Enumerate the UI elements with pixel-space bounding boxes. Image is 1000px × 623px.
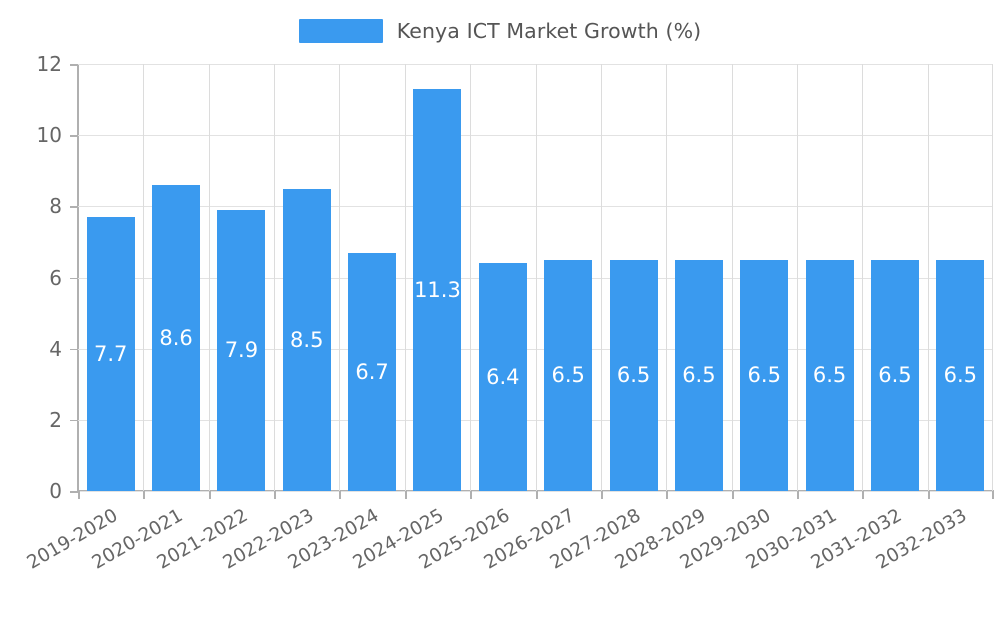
y-gridline: [78, 348, 993, 350]
legend-label: Kenya ICT Market Growth (%): [396, 19, 702, 43]
bar-value-label: 6.5: [943, 363, 978, 388]
bar[interactable]: 6.5: [609, 259, 658, 491]
y-axis-tick-label: 10: [36, 123, 62, 148]
bar-value-label: 6.5: [878, 363, 912, 388]
bar-value-label: 7.9: [224, 338, 259, 363]
bar[interactable]: 7.9: [217, 209, 266, 491]
y-axis-tick-mark: [70, 491, 78, 493]
x-axis-tick-mark: [601, 491, 603, 499]
x-axis-tick-mark: [143, 491, 145, 499]
bar[interactable]: 7.7: [86, 217, 135, 491]
x-gridline: [601, 64, 602, 491]
x-gridline: [928, 64, 929, 491]
bar-value-label: 11.3: [414, 277, 461, 302]
bar-value-label: 6.5: [682, 363, 716, 388]
bar[interactable]: 11.3: [413, 88, 462, 491]
x-gridline: [405, 64, 406, 491]
bar-value-label: 8.5: [290, 327, 324, 352]
y-axis-tick-labels: 0 2 4 6 8 10 12: [0, 0, 70, 600]
y-axis-tick-label: 4: [49, 336, 62, 361]
x-axis-tick-mark: [797, 491, 799, 499]
bar[interactable]: 6.4: [478, 263, 527, 491]
x-axis-tick-mark: [666, 491, 668, 499]
y-gridline: [78, 491, 993, 492]
x-gridline: [797, 64, 798, 491]
x-axis-tick-mark: [732, 491, 734, 499]
x-gridline: [339, 64, 340, 491]
x-axis-tick-mark: [536, 491, 538, 499]
x-gridline: [992, 64, 993, 491]
x-axis-tick-mark: [274, 491, 276, 499]
bar[interactable]: 8.6: [152, 184, 201, 491]
y-axis-tick-mark: [70, 64, 78, 66]
x-gridline: [732, 64, 733, 491]
y-gridline: [78, 206, 993, 208]
bar[interactable]: 6.7: [348, 252, 397, 491]
x-axis-tick-mark: [862, 491, 864, 499]
y-axis-tick-mark: [70, 348, 78, 351]
y-gridline: [78, 277, 993, 279]
x-axis-tick-mark: [928, 491, 930, 499]
y-gridline: [78, 419, 993, 421]
x-axis-tick-mark: [78, 491, 80, 499]
bar-chart: Kenya ICT Market Growth (%) 0 2 4 6 8 10 12 7.…: [0, 0, 1000, 600]
bar-value-label: 8.6: [159, 325, 193, 350]
x-axis-tick-mark: [992, 491, 994, 499]
y-axis-tick-label: 0: [49, 479, 62, 503]
x-gridline: [666, 64, 667, 491]
y-axis-tick-mark: [70, 135, 78, 137]
y-axis-tick-mark: [70, 277, 78, 279]
bar-value-label: 6.4: [486, 365, 520, 390]
plot-area: 7.7 8.6 7.9 8.5 6.7 11.3 6.4 6.5 6.5 6.5 6.5 6.5 6.5…: [78, 64, 993, 492]
x-gridline: [862, 64, 863, 491]
bar[interactable]: 6.5: [740, 259, 789, 491]
legend-swatch-icon: [298, 19, 383, 43]
bar-value-label: 6.7: [355, 359, 389, 384]
bar[interactable]: 8.5: [282, 188, 331, 491]
x-gridline: [470, 64, 471, 491]
y-axis-tick-label: 6: [49, 265, 62, 290]
bar[interactable]: 6.5: [544, 259, 593, 491]
x-gridline: [536, 64, 537, 491]
bar[interactable]: 6.5: [805, 259, 854, 491]
bar[interactable]: 6.5: [936, 259, 985, 491]
bar[interactable]: 6.5: [870, 259, 919, 491]
chart-legend: Kenya ICT Market Growth (%): [0, 14, 1000, 48]
y-axis-tick-label: 8: [49, 194, 62, 219]
x-gridline: [143, 64, 144, 491]
y-axis-tick-label: 12: [36, 52, 62, 76]
x-axis-tick-mark: [470, 491, 472, 499]
x-gridline: [274, 64, 275, 491]
bar-value-label: 6.5: [551, 363, 585, 388]
y-gridline: [78, 64, 993, 65]
x-gridline: [209, 64, 210, 491]
bar-value-label: 6.5: [616, 363, 651, 388]
bar-value-label: 6.5: [747, 363, 781, 388]
y-axis-tick-mark: [70, 419, 78, 422]
y-axis-tick-mark: [70, 206, 78, 208]
y-gridline: [78, 135, 993, 137]
bar-value-label: 6.5: [812, 363, 847, 388]
bar-value-label: 7.7: [93, 342, 128, 366]
x-axis-tick-mark: [209, 491, 211, 499]
x-axis-tick-mark: [405, 491, 407, 499]
bar[interactable]: 6.5: [674, 259, 723, 491]
y-axis-tick-label: 2: [49, 407, 62, 432]
x-axis-tick-mark: [339, 491, 341, 499]
